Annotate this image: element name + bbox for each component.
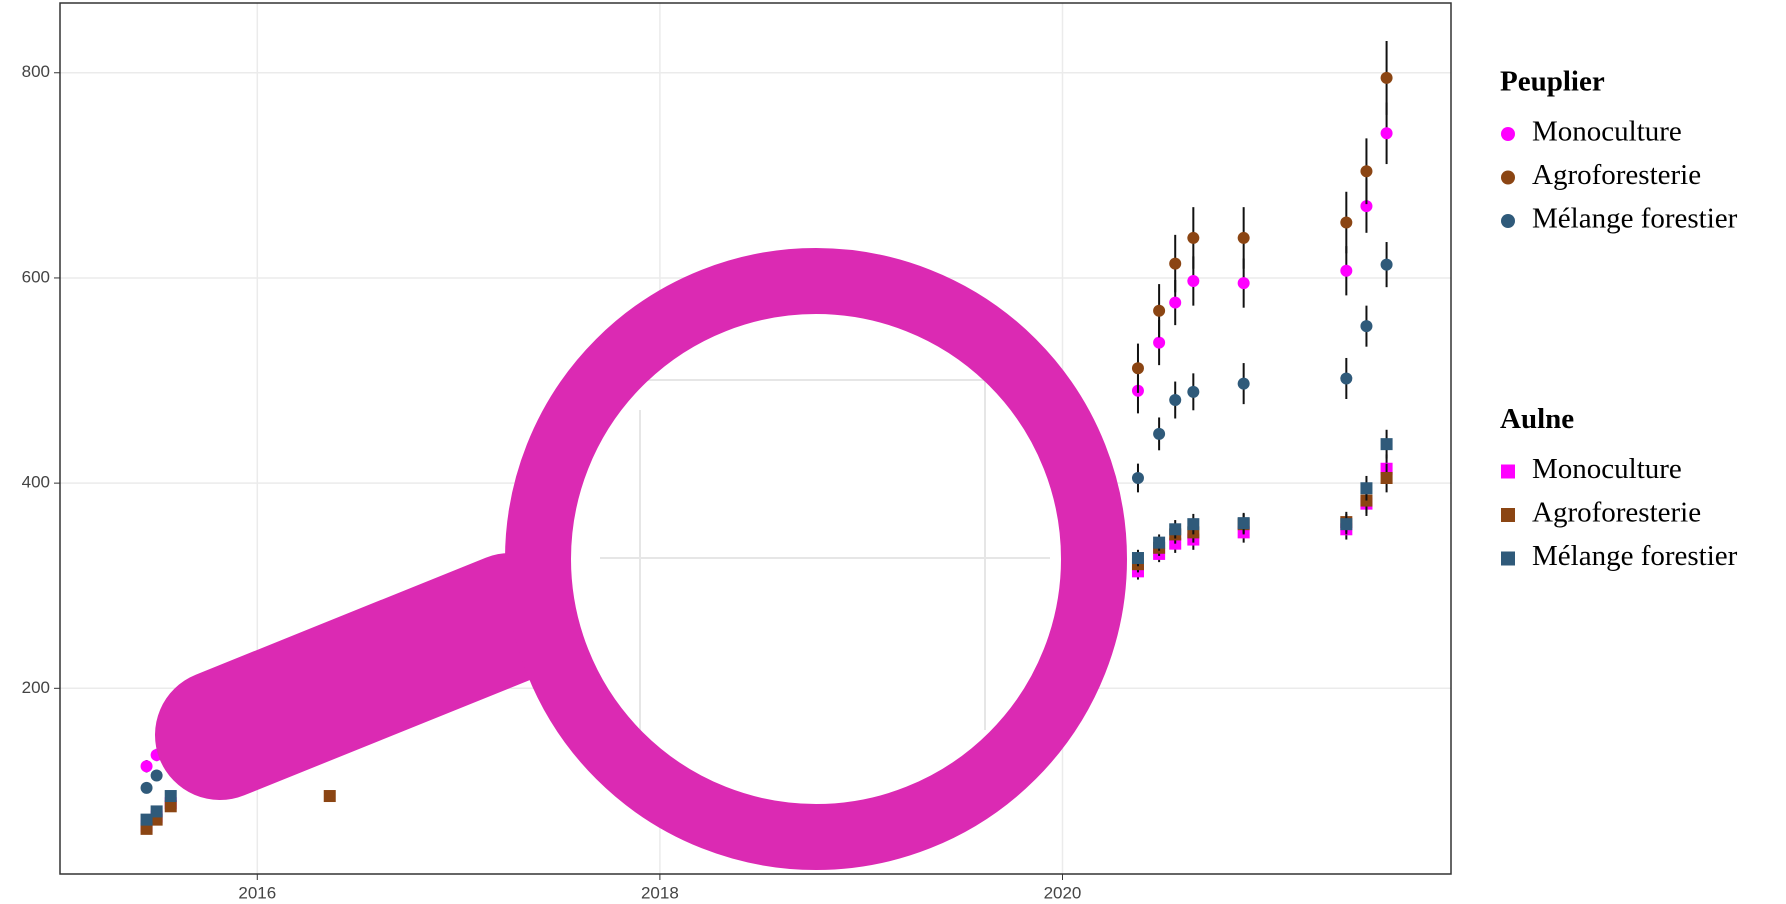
legend-title: Aulne <box>1500 403 1574 435</box>
circle-marker <box>1153 427 1166 440</box>
x-tick-label: 2016 <box>238 883 276 902</box>
circle-marker <box>1131 471 1144 484</box>
square-marker <box>1501 551 1515 566</box>
circle-marker <box>1187 275 1200 288</box>
circle-marker <box>1360 320 1373 333</box>
circle-marker <box>1153 304 1166 317</box>
square-marker <box>1360 482 1373 495</box>
square-marker <box>1169 523 1182 536</box>
circle-marker <box>150 769 163 782</box>
x-tick-label: 2018 <box>641 883 679 902</box>
square-marker <box>1380 471 1393 484</box>
circle-marker <box>1187 385 1200 398</box>
circle-marker <box>1380 127 1393 140</box>
circle-marker <box>1153 336 1166 349</box>
circle-marker <box>1187 231 1200 244</box>
circle-marker <box>1360 165 1373 178</box>
square-marker <box>1501 464 1515 479</box>
circle-marker <box>1169 257 1182 270</box>
square-marker <box>140 813 153 826</box>
magnifier-handle <box>155 553 575 800</box>
y-tick-label: 800 <box>22 62 50 81</box>
legend-title: Peuplier <box>1500 66 1605 98</box>
magnifier-icon <box>155 248 1127 870</box>
y-tick-label: 200 <box>22 678 50 697</box>
square-marker <box>1131 552 1144 565</box>
square-marker <box>164 800 177 813</box>
magnifier-ring <box>505 248 1127 870</box>
legend-label: Agroforesterie <box>1532 497 1701 529</box>
square-marker <box>1187 518 1200 531</box>
square-marker <box>1153 536 1166 549</box>
circle-marker <box>1169 296 1182 309</box>
circle-marker <box>1340 264 1353 277</box>
circle-marker <box>1501 214 1515 228</box>
y-tick-label: 600 <box>22 267 50 286</box>
circle-marker <box>1237 377 1250 390</box>
square-marker <box>323 790 336 803</box>
circle-marker <box>1360 200 1373 213</box>
legend-label: Monoculture <box>1532 453 1682 485</box>
circle-marker <box>1380 71 1393 84</box>
circle-marker <box>1501 170 1515 185</box>
legend-label: Monoculture <box>1532 116 1682 148</box>
plot-border <box>59 2 1452 875</box>
square-marker <box>1380 438 1393 451</box>
square-marker <box>150 805 163 818</box>
square-marker <box>1501 508 1515 522</box>
y-tick-label: 400 <box>22 473 50 492</box>
circle-marker <box>1169 394 1182 407</box>
circle-marker <box>1131 362 1144 375</box>
circle-marker <box>1237 231 1250 244</box>
circle-marker <box>1380 258 1393 271</box>
circle-marker <box>140 760 153 773</box>
legend-label: Mélange forestier <box>1532 540 1738 572</box>
circle-marker <box>1501 127 1515 141</box>
circle-marker <box>140 781 153 794</box>
circle-marker <box>1340 216 1353 229</box>
square-marker <box>164 790 177 803</box>
square-marker <box>1237 517 1250 530</box>
legend-label: Mélange forestier <box>1532 203 1738 235</box>
x-tick-label: 2020 <box>1044 883 1082 902</box>
circle-marker <box>1237 277 1250 290</box>
legend-label: Agroforesterie <box>1532 159 1701 191</box>
circle-marker <box>1340 372 1353 385</box>
legend: Peuplier Monoculture Agroforesterie Mélange… <box>1500 66 1738 573</box>
square-marker <box>1340 518 1353 531</box>
lens-grid <box>600 379 1050 730</box>
square-marker <box>140 822 153 835</box>
